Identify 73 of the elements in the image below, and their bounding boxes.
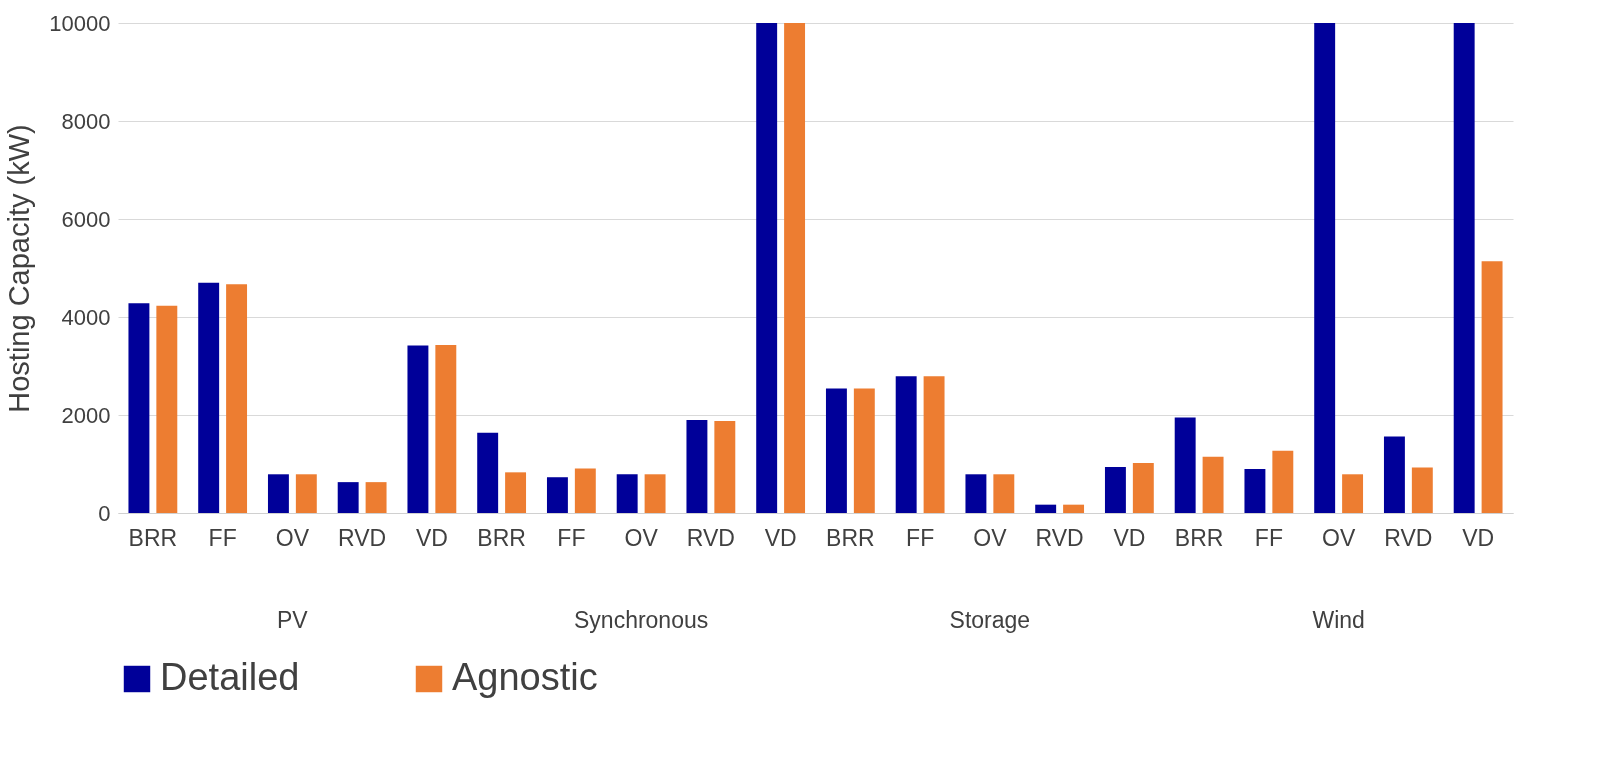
bar <box>365 482 387 513</box>
x-tick-label: VD <box>1462 524 1495 551</box>
text: Wind <box>1312 607 1365 633</box>
x-tick-label: RVD <box>1035 524 1084 551</box>
text: Synchronous <box>574 607 709 633</box>
bar <box>1174 417 1196 513</box>
bar <box>1244 468 1266 513</box>
bar <box>853 388 875 513</box>
x-tick-label: OV <box>275 524 310 551</box>
bar <box>1202 456 1224 513</box>
text: Storage <box>949 607 1031 633</box>
x-tick-label: OV <box>973 524 1008 551</box>
bar <box>477 432 499 513</box>
bar <box>923 376 945 513</box>
bar <box>1035 504 1057 513</box>
bar <box>407 345 429 513</box>
bar <box>1104 466 1126 513</box>
x-tick-label: RVD <box>1384 524 1433 551</box>
bar <box>505 472 527 513</box>
legend-label: Detailed <box>160 656 300 698</box>
x-tick-label: FF <box>1254 524 1283 551</box>
x-tick-label: BRR <box>1174 524 1224 551</box>
bar <box>198 282 220 513</box>
legend-label: Agnostic <box>452 656 598 698</box>
bar <box>756 23 778 513</box>
bar <box>1481 261 1503 513</box>
bar <box>1314 23 1336 513</box>
x-tick-label: BRR <box>826 524 875 551</box>
x-tick-label: VD <box>764 524 797 551</box>
x-tick-label: RVD <box>686 524 735 551</box>
x-tick-label: RVD <box>338 524 387 551</box>
bar <box>784 23 806 513</box>
y-tick-label: 2000 <box>61 402 111 428</box>
bar <box>337 482 359 513</box>
text: PV <box>277 607 309 633</box>
bar <box>1272 450 1294 513</box>
x-tick-label: VD <box>415 524 448 551</box>
bar <box>128 303 150 513</box>
bar <box>156 305 178 513</box>
bar <box>1063 504 1085 513</box>
bar <box>295 474 317 513</box>
bar <box>714 420 736 513</box>
bar <box>1411 467 1433 513</box>
x-tick-label: BRR <box>128 524 178 551</box>
x-tick-label: BRR <box>477 524 526 551</box>
bar <box>267 474 289 513</box>
bar <box>616 474 638 513</box>
x-tick-label: FF <box>906 524 935 551</box>
bar <box>574 468 596 513</box>
bar <box>1383 436 1405 513</box>
bar <box>825 388 847 513</box>
bar <box>1342 474 1364 513</box>
bar <box>226 284 248 513</box>
bar <box>435 344 457 513</box>
bar <box>993 474 1015 513</box>
y-tick-label: 6000 <box>61 206 111 232</box>
bar <box>546 477 568 513</box>
bar <box>686 419 708 513</box>
bar <box>1453 23 1475 513</box>
bar <box>1132 463 1154 513</box>
y-tick-label: 8000 <box>61 108 111 134</box>
x-tick-label: FF <box>208 524 237 551</box>
y-axis-title: Hosting Capacity (kW) <box>3 124 36 413</box>
x-tick-label: OV <box>1322 524 1356 551</box>
bar <box>895 376 917 513</box>
x-tick-label: OV <box>624 524 659 551</box>
y-tick-label: 0 <box>98 500 111 526</box>
bar <box>965 474 987 513</box>
y-tick-label: 10000 <box>49 10 111 36</box>
x-tick-label: FF <box>557 524 586 551</box>
y-tick-label: 4000 <box>61 304 111 330</box>
x-tick-label: VD <box>1113 524 1146 551</box>
bar <box>644 474 666 513</box>
